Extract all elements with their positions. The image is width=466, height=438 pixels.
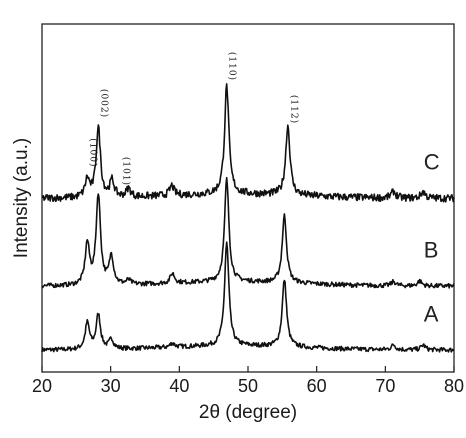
curve-label-c: C [424,150,440,175]
x-tick-label: 60 [307,376,327,396]
plot-frame [41,23,455,373]
curve-labels: A B C [424,150,440,327]
peak-annotation: (100) [87,138,98,167]
peak-annotation: (112) [289,95,300,124]
x-tick-label: 70 [375,376,395,396]
x-axis-ticks: 20 30 40 50 60 70 80 [32,366,464,396]
xrd-curves [41,83,455,353]
curve-label-a: A [424,301,439,326]
peak-annotation: (110) [227,52,238,81]
peak-annotation: (101) [120,157,131,186]
x-axis-title: 2θ (degree) [199,402,297,423]
curve-a [41,241,455,353]
y-axis-title: Intensity (a.u.) [11,138,32,258]
peak-annotation: (002) [98,89,109,118]
x-tick-label: 80 [444,376,464,396]
x-tick-label: 20 [32,376,52,396]
x-tick-label: 30 [101,376,121,396]
x-tick-label: 40 [169,376,189,396]
curve-b [41,176,455,289]
x-tick-label: 50 [238,376,258,396]
peak-annotations: (100) (002) (101) (110) (112) [87,52,299,186]
curve-c [41,83,455,203]
curve-label-b: B [424,237,439,262]
